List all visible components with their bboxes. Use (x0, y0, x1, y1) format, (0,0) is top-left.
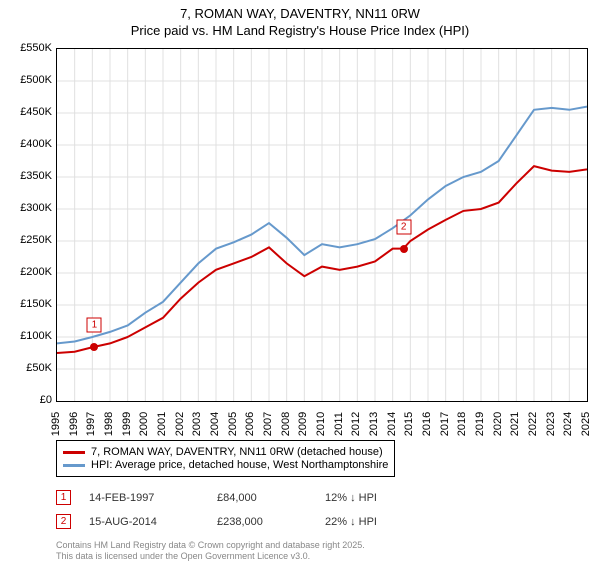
x-tick-label: 2004 (209, 412, 221, 436)
sale-point (400, 245, 408, 253)
y-tick-label: £550K (2, 42, 52, 54)
y-tick-label: £100K (2, 330, 52, 342)
sale-diff-2: 22% ↓ HPI (325, 516, 425, 528)
chart-marker: 2 (396, 219, 411, 234)
chart-svg (57, 49, 587, 401)
x-tick-label: 2017 (439, 412, 451, 436)
x-tick-label: 2000 (138, 412, 150, 436)
sale-date-1: 14-FEB-1997 (89, 492, 199, 504)
x-tick-label: 2009 (297, 412, 309, 436)
x-tick-label: 2023 (545, 412, 557, 436)
sale-row-2: 2 15-AUG-2014 £238,000 22% ↓ HPI (56, 514, 425, 529)
sale-diff-1: 12% ↓ HPI (325, 492, 425, 504)
legend-swatch-blue (63, 464, 85, 467)
plot-area: 12 (56, 48, 588, 402)
x-tick-label: 2021 (509, 412, 521, 436)
chart-title-line2: Price paid vs. HM Land Registry's House … (0, 23, 600, 38)
x-tick-label: 2024 (562, 412, 574, 436)
y-tick-label: £350K (2, 170, 52, 182)
x-tick-label: 2016 (421, 412, 433, 436)
x-tick-label: 2007 (262, 412, 274, 436)
y-tick-label: £150K (2, 298, 52, 310)
x-tick-label: 2025 (580, 412, 592, 436)
x-tick-label: 2008 (280, 412, 292, 436)
x-tick-label: 2010 (315, 412, 327, 436)
x-tick-label: 1999 (121, 412, 133, 436)
x-tick-label: 2020 (492, 412, 504, 436)
attribution: Contains HM Land Registry data © Crown c… (56, 540, 365, 562)
legend: 7, ROMAN WAY, DAVENTRY, NN11 0RW (detach… (56, 440, 395, 477)
x-tick-label: 2019 (474, 412, 486, 436)
y-tick-label: £200K (2, 266, 52, 278)
x-tick-label: 2003 (191, 412, 203, 436)
y-tick-label: £0 (2, 394, 52, 406)
x-tick-label: 2012 (350, 412, 362, 436)
legend-row-red: 7, ROMAN WAY, DAVENTRY, NN11 0RW (detach… (63, 446, 388, 458)
x-tick-label: 1995 (50, 412, 62, 436)
x-tick-label: 1998 (103, 412, 115, 436)
legend-row-blue: HPI: Average price, detached house, West… (63, 459, 388, 471)
sale-date-2: 15-AUG-2014 (89, 516, 199, 528)
y-tick-label: £300K (2, 202, 52, 214)
sale-price-1: £84,000 (217, 492, 307, 504)
y-tick-label: £450K (2, 106, 52, 118)
legend-label-blue: HPI: Average price, detached house, West… (91, 459, 388, 471)
x-tick-label: 1997 (85, 412, 97, 436)
chart-container: 7, ROMAN WAY, DAVENTRY, NN11 0RW Price p… (0, 6, 600, 566)
x-tick-label: 2015 (403, 412, 415, 436)
y-tick-label: £50K (2, 362, 52, 374)
legend-label-red: 7, ROMAN WAY, DAVENTRY, NN11 0RW (detach… (91, 446, 383, 458)
x-tick-label: 1996 (68, 412, 80, 436)
x-tick-label: 2005 (227, 412, 239, 436)
attribution-line1: Contains HM Land Registry data © Crown c… (56, 540, 365, 551)
y-tick-label: £250K (2, 234, 52, 246)
y-tick-label: £400K (2, 138, 52, 150)
chart-marker: 1 (87, 318, 102, 333)
legend-swatch-red (63, 451, 85, 454)
x-tick-label: 2006 (244, 412, 256, 436)
sale-point (90, 343, 98, 351)
x-tick-label: 2011 (333, 412, 345, 436)
sale-marker-1: 1 (56, 490, 71, 505)
chart-title-line1: 7, ROMAN WAY, DAVENTRY, NN11 0RW (0, 6, 600, 21)
x-tick-label: 2018 (456, 412, 468, 436)
x-tick-label: 2013 (368, 412, 380, 436)
x-tick-label: 2014 (386, 412, 398, 436)
x-tick-label: 2001 (156, 412, 168, 436)
sale-price-2: £238,000 (217, 516, 307, 528)
x-tick-label: 2022 (527, 412, 539, 436)
sale-row-1: 1 14-FEB-1997 £84,000 12% ↓ HPI (56, 490, 425, 505)
y-tick-label: £500K (2, 74, 52, 86)
x-tick-label: 2002 (174, 412, 186, 436)
sale-marker-2: 2 (56, 514, 71, 529)
